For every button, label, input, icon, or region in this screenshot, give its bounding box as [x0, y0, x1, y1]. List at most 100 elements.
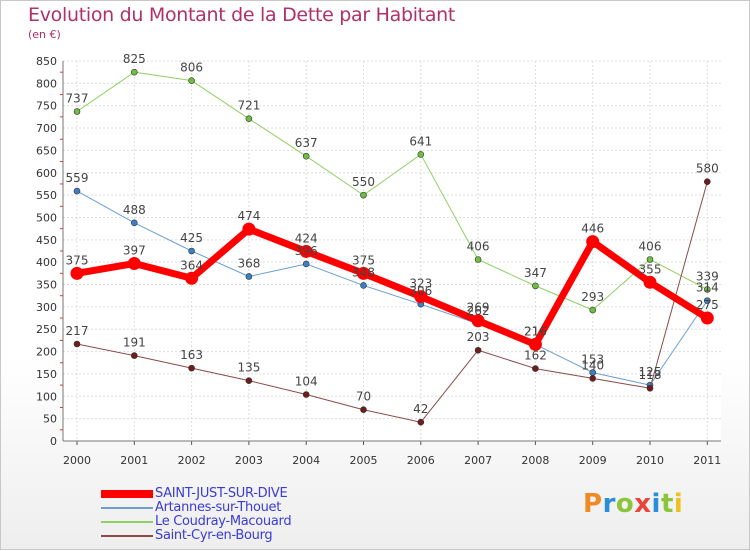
logo-letter: P — [583, 489, 603, 519]
y-tick-label: 200 — [36, 346, 57, 359]
data-label: 262 — [467, 304, 490, 318]
data-label: 163 — [180, 348, 203, 362]
data-label: 406 — [639, 239, 662, 253]
y-tick-label: 300 — [36, 301, 57, 314]
data-point — [360, 191, 367, 199]
data-label: 355 — [639, 262, 662, 276]
data-point — [703, 178, 711, 186]
x-tick-label: 2006 — [407, 454, 435, 467]
x-tick-label: 2009 — [579, 454, 607, 467]
data-point — [188, 77, 195, 84]
data-label: 637 — [295, 136, 318, 150]
data-point — [131, 68, 138, 76]
data-point — [302, 391, 310, 398]
y-tick-label: 400 — [36, 256, 57, 269]
data-label: 406 — [467, 239, 490, 253]
data-label: 140 — [581, 358, 604, 372]
y-tick-label: 600 — [36, 167, 57, 180]
proxiti-logo: Proxiti — [583, 489, 683, 519]
data-label: 348 — [352, 265, 375, 279]
data-label: 70 — [356, 390, 371, 404]
data-label: 424 — [295, 231, 318, 245]
y-tick-label: 800 — [36, 77, 57, 90]
data-point — [417, 151, 425, 158]
data-point — [703, 297, 711, 304]
data-point — [414, 290, 428, 304]
y-tick-label: 350 — [36, 279, 57, 292]
chart-title: Evolution du Montant de la Dette par Hab… — [28, 4, 456, 26]
data-label: 364 — [180, 258, 203, 272]
chart-subtitle: (en €) — [28, 28, 61, 41]
logo-letter: i — [673, 489, 684, 519]
series-line-saint-cyr-en-bourg — [76, 181, 708, 423]
data-point — [302, 152, 310, 160]
data-label: 425 — [180, 231, 203, 245]
x-tick-label: 2001 — [120, 454, 148, 467]
data-point — [703, 286, 711, 293]
data-label: 721 — [237, 99, 260, 113]
data-label: 580 — [696, 162, 719, 176]
data-label: 347 — [524, 266, 547, 280]
data-label: 396 — [295, 244, 318, 258]
data-point — [73, 340, 81, 348]
data-point — [589, 375, 597, 382]
axis-layer: 0 50 100 150 200 250 300 350 400 450 500 550 600 650 7… — [36, 55, 721, 467]
data-label: 42 — [413, 402, 428, 416]
data-label: 550 — [352, 175, 375, 189]
series-saint-just-sur-dive — [70, 222, 714, 351]
data-point — [646, 384, 654, 392]
data-point — [70, 266, 84, 280]
data-label: 339 — [696, 269, 719, 283]
data-point — [643, 275, 657, 289]
legend-swatch — [101, 490, 153, 498]
data-label: 488 — [123, 203, 146, 217]
data-label: 293 — [581, 290, 604, 304]
data-point — [73, 108, 81, 115]
y-tick-label: 50 — [43, 413, 57, 426]
data-point — [302, 260, 310, 268]
series-layer — [70, 68, 714, 426]
data-label-layer: 737 825 806 721 637 550 641 406 347 293 406 339 559 4… — [66, 52, 719, 416]
data-label: 153 — [581, 353, 604, 367]
data-point — [532, 365, 539, 372]
data-label: 368 — [237, 256, 260, 270]
data-label: 203 — [467, 330, 490, 344]
data-point — [299, 244, 313, 258]
data-point — [360, 282, 367, 289]
legend-swatch — [101, 521, 153, 523]
y-tick-label: 0 — [50, 435, 57, 448]
grid-layer — [63, 60, 721, 442]
y-tick-label: 250 — [36, 323, 57, 336]
series-saint-cyr-en-bourg — [73, 178, 711, 426]
legend-label: Artannes-sur-Thouet — [155, 500, 282, 515]
data-label: 559 — [66, 171, 89, 185]
data-point — [131, 352, 138, 359]
data-label: 275 — [696, 298, 719, 312]
data-point — [474, 346, 482, 354]
data-label: 474 — [237, 209, 260, 223]
x-tick-label: 2008 — [521, 454, 549, 467]
data-label: 269 — [467, 301, 490, 315]
y-tick-label: 550 — [36, 189, 57, 202]
x-tick-label: 2007 — [464, 454, 492, 467]
logo-letter: t — [660, 489, 674, 519]
data-label: 217 — [66, 324, 89, 338]
data-label: 135 — [237, 361, 260, 375]
data-label: 397 — [123, 244, 146, 258]
data-label: 216 — [524, 324, 547, 338]
x-tick-label: 2003 — [235, 454, 263, 467]
data-point — [360, 406, 367, 414]
data-label: 641 — [409, 134, 432, 148]
data-label: 104 — [295, 375, 318, 389]
data-label: 737 — [66, 92, 89, 106]
series-line-artannes-sur-thouet — [76, 190, 708, 386]
series-le-coudray-macouard — [73, 68, 711, 314]
data-point — [589, 306, 597, 314]
y-tick-label: 850 — [36, 55, 57, 68]
series-line-le-coudray-macouard — [76, 71, 708, 311]
data-point — [245, 273, 253, 280]
data-label: 375 — [352, 253, 375, 267]
legend-swatch — [101, 535, 153, 537]
y-tick-label: 500 — [36, 211, 57, 224]
